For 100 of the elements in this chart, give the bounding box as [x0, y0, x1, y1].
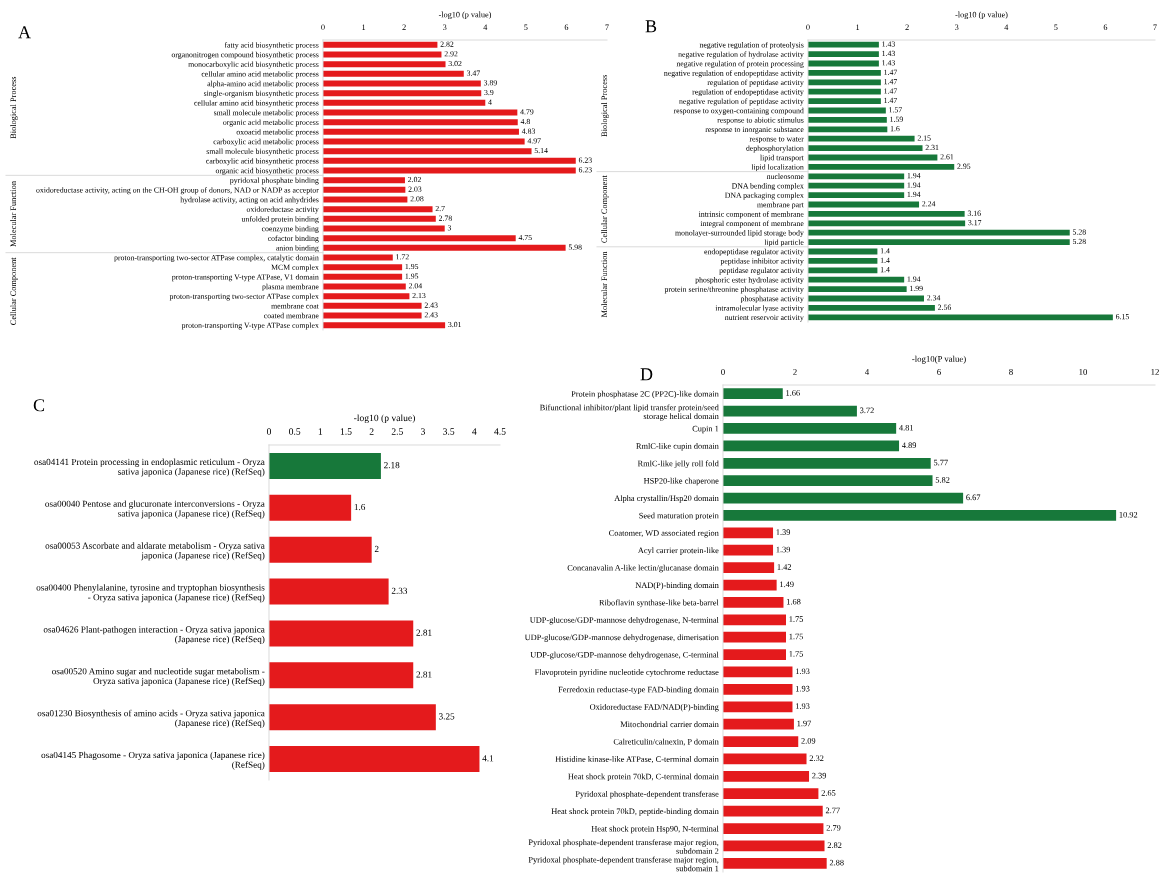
- bar: [323, 128, 519, 135]
- y-tick-label: UDP-glucose/GDP-mannose dehydrogenase, dimerisation: [524, 634, 719, 642]
- x-axis-title: -log10 (p value): [353, 414, 415, 424]
- x-tick-label: 2: [905, 24, 909, 30]
- bar: [269, 746, 480, 773]
- bar: [323, 293, 410, 300]
- x-tick-label: 5: [1054, 24, 1058, 30]
- bar: [323, 157, 576, 164]
- data-label: 2.77: [825, 807, 840, 814]
- data-label: 2.81: [416, 629, 432, 636]
- y-tick-label: osa00520 Amino sugar and nucleotide sugar metabolism - Oryza sativa japonica (Japanese rice) (RefSeq): [52, 667, 265, 686]
- text: B: [645, 20, 657, 33]
- bar: [323, 206, 433, 213]
- bar: [723, 492, 964, 504]
- y-tick-label: RmlC-like cupin domain: [636, 442, 719, 451]
- y-tick-label: Cupin 1: [692, 425, 719, 434]
- bar: [723, 753, 807, 765]
- bar: [808, 41, 879, 48]
- y-tick-label: Acyl carrier protein-like: [637, 547, 719, 555]
- x-tick-label: 2: [793, 369, 797, 375]
- bar: [323, 264, 403, 271]
- bar: [269, 704, 436, 731]
- x-tick-label: 5: [524, 24, 528, 30]
- bar: [723, 562, 775, 574]
- data-label: 1.97: [797, 720, 812, 727]
- bar: [808, 257, 878, 264]
- x-tick-label: 8: [1009, 368, 1013, 375]
- bar: [808, 126, 888, 133]
- x-tick-label: 3.5: [443, 428, 455, 435]
- bar: [808, 79, 881, 86]
- bar: [723, 544, 774, 556]
- bar: [723, 475, 933, 487]
- chart-title: D: [640, 368, 653, 381]
- x-tick-label: 0: [321, 24, 325, 30]
- bar: [723, 457, 931, 469]
- y-tick-label: Bifunctional inhibitor/plant lipid transfer protein/seed storage helical domain: [539, 404, 719, 421]
- bar: [323, 61, 446, 68]
- y-tick-label: Pyridoxal phosphate-dependent transferase major region, subdomain 2: [528, 839, 719, 854]
- bar: [808, 210, 965, 217]
- x-tick-label: 10: [1079, 368, 1088, 375]
- y-tick-label: Oxidoreductase FAD/NAD(P)-binding: [589, 703, 719, 712]
- y-tick-label: Pyridoxal phosphate-dependent transferase: [575, 790, 719, 799]
- x-tick-label: 3: [955, 24, 959, 30]
- bar: [723, 718, 794, 730]
- bar: [723, 805, 823, 817]
- bar: [808, 276, 905, 283]
- bar: [808, 116, 887, 123]
- x-tick-label: 4: [472, 428, 477, 435]
- data-label: 2.33: [391, 587, 408, 594]
- bar: [323, 70, 464, 77]
- bar: [269, 620, 414, 647]
- bar: [323, 99, 486, 106]
- data-label: 1.49: [780, 581, 794, 588]
- x-tick-label: 3: [421, 428, 426, 435]
- data-label: 1.42: [777, 564, 792, 570]
- data-label: 6.67: [966, 494, 981, 501]
- x-tick-label: 7: [605, 24, 609, 30]
- bar: [323, 41, 438, 48]
- bar: [323, 302, 422, 309]
- bar: [323, 177, 405, 184]
- x-tick-label: 1: [856, 24, 860, 30]
- data-label: 2.09: [801, 738, 816, 744]
- data-label: 1.66: [786, 390, 800, 396]
- y-tick-label: Heat shock protein 70kD, peptide-binding domain: [551, 808, 719, 816]
- data-label: 1.93: [795, 685, 810, 692]
- y-tick-label: Pyridoxal phosphate-dependent transferase major region, subdomain 1: [528, 856, 719, 872]
- bar: [808, 182, 905, 189]
- y-tick-label: NAD(P)-binding domain: [635, 582, 719, 590]
- bar: [323, 215, 436, 222]
- x-tick-label: 6: [564, 24, 569, 30]
- bar: [723, 770, 810, 782]
- data-label: 1.6: [354, 503, 366, 511]
- bar: [808, 163, 955, 170]
- annotation: Molecular Function: [601, 251, 608, 318]
- bar: [808, 286, 907, 293]
- data-label: 1.75: [789, 651, 804, 657]
- x-tick-label: 0: [266, 428, 272, 435]
- text: A: [18, 26, 31, 39]
- data-label: 2.65: [821, 790, 836, 796]
- bar: [723, 631, 786, 643]
- bar: [808, 267, 878, 274]
- data-label: 1.39: [776, 546, 791, 553]
- y-tick-label: UDP-glucose/GDP-mannose dehydrogenase, C-terminal: [530, 651, 719, 660]
- data-label: 10.92: [1119, 511, 1138, 518]
- y-tick-label: osa04141 Protein processing in endoplasmic reticulum - Oryza sativa japonica (Japanese rice) (RefSeq): [34, 458, 265, 477]
- bar: [723, 423, 897, 434]
- x-tick-label: 4: [864, 369, 870, 375]
- x-tick-label: 4: [483, 24, 488, 30]
- bar: [723, 440, 900, 452]
- x-tick-label: 7: [1153, 24, 1157, 30]
- bar: [723, 666, 793, 678]
- data-label: 2: [374, 545, 379, 552]
- x-tick-label: 4.5: [494, 428, 506, 435]
- bar: [723, 388, 783, 400]
- x-tick-label: 6: [1103, 24, 1108, 30]
- data-label: 3.72: [860, 407, 874, 414]
- x-tick-label: 2.5: [391, 428, 403, 435]
- y-tick-label: osa04626 Plant-pathogen interaction - Oryza sativa japonica (Japanese rice) (RefSeq): [43, 626, 265, 645]
- data-label: 1.93: [795, 668, 810, 675]
- data-label: 4.81: [899, 424, 914, 431]
